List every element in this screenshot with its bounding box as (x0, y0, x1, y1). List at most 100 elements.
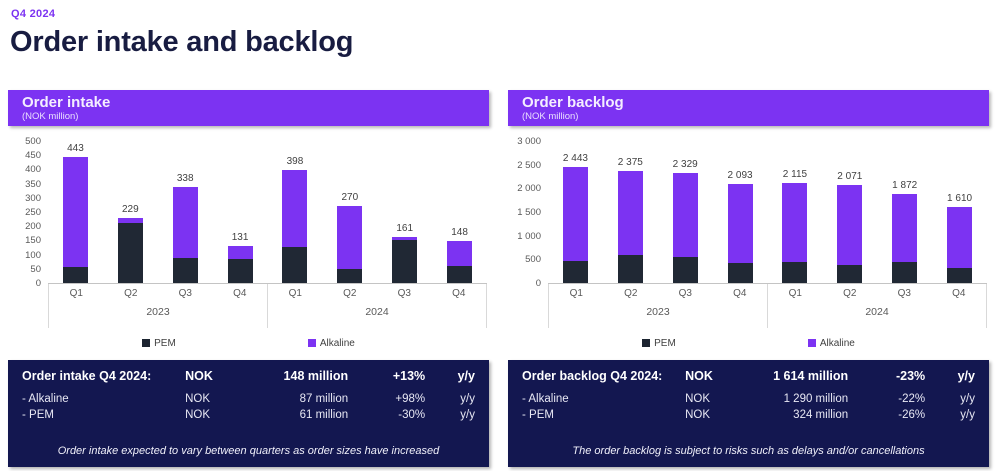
plot-area: 443 229 338 131 398 270 161 148 (48, 142, 487, 284)
bar-segment-pem (947, 267, 973, 283)
chart-subtitle: (NOK million) (22, 111, 79, 122)
quarter-labels: Q1 Q2 Q3 Q4 (49, 288, 267, 299)
y-axis: 500 450 400 350 300 250 200 150 100 50 0 (8, 136, 48, 289)
summary-label: Order backlog Q4 2024: (522, 369, 663, 383)
bar-total-label: 2 329 (672, 158, 698, 170)
bar-total-label: 2 443 (562, 153, 588, 165)
summary-row: Order backlog Q4 2024: NOK 1 614 million -2… (522, 369, 975, 383)
summary-value: 1 614 million (773, 369, 849, 383)
y-axis-tick: 250 (25, 207, 41, 218)
bar-segment-pem (227, 259, 253, 283)
x-axis-label: Q1 (569, 288, 583, 299)
x-axis-label: Q4 (952, 288, 966, 299)
bar-total-label: 229 (121, 203, 139, 215)
order-intake-header: Order intake (NOK million) (8, 90, 489, 126)
bar-segment-pem (892, 262, 918, 283)
y-axis-tick: 0 (535, 278, 541, 289)
summary-value: 1 290 million (783, 393, 849, 405)
bar: 2 115 (768, 142, 823, 283)
x-axis: Q1 Q2 Q3 Q4 2023 Q1 Q2 Q3 Q4 2024 (48, 284, 487, 328)
summary-yy: y/y (957, 369, 975, 383)
bar-segment-pem (62, 266, 88, 283)
summary-pct: -23% (895, 369, 926, 383)
bar-segment-pem (672, 257, 698, 283)
x-axis-label: Q3 (678, 288, 692, 299)
y-axis-tick: 2 500 (517, 159, 541, 171)
legend-label: Alkaline (819, 337, 855, 349)
legend-item-pem: PEM (642, 333, 676, 353)
y-axis-tick: 50 (30, 263, 41, 275)
summary-currency: NOK (185, 409, 210, 421)
y-axis-tick: 500 (25, 136, 41, 147)
y-axis-tick: 400 (25, 164, 41, 176)
bar: 443 (48, 142, 103, 283)
eyebrow-label: Q4 2024 (11, 8, 56, 20)
bar: 338 (158, 142, 213, 283)
summary-row: - Alkaline NOK 1 290 million -22% y/y (522, 391, 975, 407)
legend-item-alkaline: Alkaline (307, 333, 355, 353)
summary-currency: NOK (685, 409, 710, 421)
summary-currency: NOK (685, 369, 713, 383)
y-axis-tick: 150 (25, 235, 41, 247)
summary-yy: y/y (457, 369, 475, 383)
bar-segment-pem (562, 260, 588, 283)
x-axis-label: Q2 (624, 288, 638, 299)
x-axis-label: Q4 (452, 288, 466, 299)
quarter-labels: Q1 Q2 Q3 Q4 (268, 288, 486, 299)
bar: 270 (322, 142, 377, 283)
order-backlog-chart: 3 000 2 500 2 000 1 500 1 000 500 0 2 443 2 375 2… (508, 126, 989, 353)
x-axis: Q1 Q2 Q3 Q4 2023 Q1 Q2 Q3 Q4 2024 (548, 284, 987, 328)
bar-segment-alkaline (282, 169, 308, 247)
bar-segment-pem (117, 223, 143, 283)
y-axis-tick: 1 500 (517, 207, 541, 218)
y-axis-tick: 1 000 (517, 230, 541, 242)
bar-total-label: 148 (451, 226, 468, 238)
bar-segment-alkaline (117, 217, 143, 224)
bar: 229 (103, 142, 158, 283)
summary-yy: y/y (460, 409, 475, 421)
page-title: Order intake and backlog (10, 26, 354, 58)
x-axis-group: Q1 Q2 Q3 Q4 2024 (767, 284, 987, 328)
summary-yy: y/y (460, 393, 475, 405)
bar: 1 872 (877, 142, 932, 283)
x-axis-label: Q4 (233, 288, 247, 299)
bar-segment-pem (837, 264, 863, 283)
bar-segment-pem (782, 262, 808, 283)
order-backlog-panel: Order backlog (NOK million) 3 000 2 500 2 … (508, 90, 989, 353)
plot-row: 3 000 2 500 2 000 1 500 1 000 500 0 2 443 2 375 2… (508, 136, 989, 289)
bar-total-label: 270 (341, 192, 359, 204)
bar-segment-alkaline (62, 157, 88, 267)
chart-title: Order backlog (522, 94, 624, 111)
summary-label: - Alkaline (522, 393, 569, 405)
bar-total-label: 2 375 (617, 156, 643, 168)
bar-segment-pem (282, 246, 308, 283)
bar-total-label: 1 872 (892, 180, 918, 192)
x-axis-label: Q3 (397, 288, 411, 299)
y-axis-tick: 300 (25, 192, 41, 204)
summary-row: - Alkaline NOK 87 million +98% y/y (22, 391, 475, 407)
bar-segment-alkaline (892, 194, 918, 263)
y-axis-tick: 100 (25, 249, 41, 261)
bar-total-label: 161 (396, 223, 414, 235)
y-axis-tick: 450 (25, 150, 41, 162)
bar-total-label: 443 (67, 143, 84, 155)
x-axis-label: Q2 (843, 288, 857, 299)
x-axis-label: Q2 (343, 288, 357, 299)
bar: 2 093 (713, 142, 768, 283)
legend: PEM Alkaline (508, 333, 989, 353)
plot-area: 2 443 2 375 2 329 2 093 2 115 2 071 1 872 1 610 (548, 142, 987, 284)
bar-segment-alkaline (727, 183, 753, 263)
alkaline-swatch-icon (307, 339, 316, 347)
bar-total-label: 131 (231, 231, 249, 243)
bar: 398 (268, 142, 323, 283)
legend-label: PEM (654, 337, 676, 349)
bar: 2 443 (548, 142, 603, 283)
x-axis-label: Q3 (178, 288, 192, 299)
bar-segment-alkaline (337, 206, 363, 269)
x-axis-label: Q2 (124, 288, 138, 299)
bar: 1 610 (932, 142, 987, 283)
summary-note: Order intake expected to vary between qu… (57, 445, 440, 457)
summary-value: 324 million (793, 409, 849, 421)
year-label: 2023 (146, 306, 170, 318)
